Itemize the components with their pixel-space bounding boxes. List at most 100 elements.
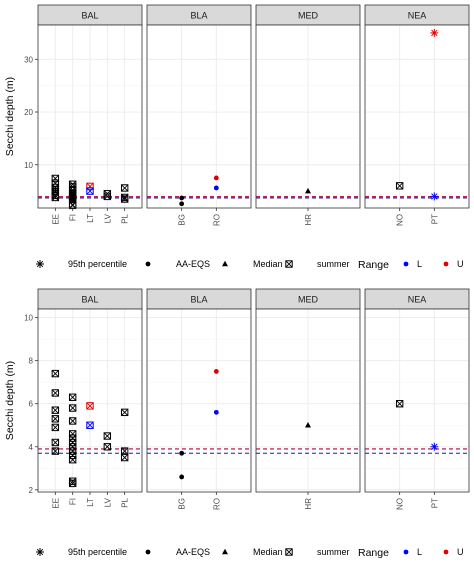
marker-dot: [213, 369, 219, 374]
data-point: [179, 195, 185, 201]
marker-box: [68, 404, 77, 412]
chart-1: Secchi depth (m) 10 20 30 BAL EE FI LT LV PL BLA BG…: [4, 4, 470, 271]
data-point: [51, 193, 60, 202]
x-tick-label: RO: [212, 498, 221, 510]
data-point: [305, 422, 311, 428]
y-tick-label: 30: [24, 55, 33, 64]
x-tick-label: LT: [86, 214, 95, 223]
data-point: [120, 408, 129, 417]
data-point: [68, 456, 77, 464]
panel-strip-label: BAL: [81, 295, 98, 305]
data-point: [395, 182, 404, 190]
marker-cross-b: [69, 477, 77, 485]
legend: 95th percentile AA-EQS Median summer Range L U: [36, 547, 464, 559]
marker-box: [103, 443, 112, 451]
marker-dot: [443, 549, 449, 555]
data-point: [51, 369, 60, 378]
legend-range-key-U: [443, 549, 449, 555]
marker-dot: [213, 175, 219, 181]
y-tick-label: 8: [29, 357, 34, 366]
data-point: [51, 415, 60, 423]
x-tick-label: EE: [51, 498, 60, 509]
marker-dot: [213, 409, 219, 415]
marker-box: [86, 182, 94, 191]
marker-box: [51, 174, 60, 183]
marker-cross-b: [69, 417, 77, 425]
data-point: [213, 409, 219, 415]
panel-background: [365, 25, 469, 208]
marker-cross-b: [121, 447, 129, 455]
legend-range-key-L: [403, 261, 409, 267]
marker-box: [68, 438, 77, 447]
panel-border: [146, 24, 252, 209]
marker-box: [86, 421, 94, 429]
marker-box: [51, 423, 60, 432]
legend-range-label-L: L: [417, 259, 422, 269]
marker-dot: [145, 549, 151, 555]
data-point: [103, 443, 112, 451]
marker-cross-b: [51, 438, 59, 447]
marker-dot: [403, 549, 409, 555]
marker-box: [120, 184, 129, 192]
marker-cross-b: [51, 389, 59, 397]
data-point: [68, 417, 77, 425]
y-axis-title: Secchi depth (m): [4, 77, 16, 156]
marker-box: [68, 434, 77, 442]
data-point: [86, 421, 94, 429]
x-tick-label: BG: [178, 498, 187, 510]
legend-range-label-U: U: [457, 259, 464, 269]
marker-cross-b: [51, 415, 59, 423]
legend-range-title: Range: [358, 259, 389, 271]
marker-box: [68, 430, 77, 438]
legend-label-p95: 95th percentile: [68, 259, 127, 269]
panel-border: [255, 24, 361, 209]
marker-cross-b: [121, 195, 129, 203]
marker-dot: [443, 261, 449, 267]
marker-cross-b: [121, 454, 129, 462]
data-point: [51, 447, 60, 455]
panel-border: [364, 308, 470, 493]
data-point: [213, 185, 219, 191]
legend-range-label-L: L: [417, 547, 422, 557]
panel-med: MED HR: [255, 288, 361, 510]
data-point: [51, 438, 60, 447]
marker-box: [51, 406, 60, 414]
x-tick-label: NO: [396, 498, 405, 510]
x-tick-label: PL: [121, 213, 130, 223]
x-tick-label: RO: [212, 214, 221, 226]
chart-2: Secchi depth (m) 2 4 6 8 10 BAL EE FI LT LV PL BLA BG…: [4, 288, 470, 559]
marker-triangle: [222, 548, 228, 555]
y-tick-label: 10: [24, 161, 33, 170]
legend-key-median: [222, 260, 228, 267]
marker-box: [68, 393, 77, 401]
marker-box: [68, 417, 77, 425]
marker-box: [120, 408, 129, 417]
data-point: [103, 432, 112, 440]
marker-cross-b: [86, 421, 94, 429]
marker-cross-b: [51, 447, 59, 455]
legend-label-median: Median: [253, 547, 283, 557]
data-point: [86, 187, 94, 195]
data-point: [430, 442, 439, 451]
marker-cross-b: [103, 443, 111, 451]
panel-bla: BLA BG RO: [146, 4, 252, 226]
marker-box: [51, 193, 60, 202]
marker-dot: [179, 450, 185, 456]
panel-bla: BLA BG RO: [146, 288, 252, 510]
panel-background: [147, 25, 251, 208]
y-tick-label: 6: [29, 400, 34, 409]
marker-triangle: [222, 260, 228, 267]
marker-dot: [179, 201, 185, 207]
marker-cross-b: [103, 190, 111, 198]
marker-cross-b: [285, 260, 293, 268]
marker-box: [51, 438, 60, 447]
legend-key-summer: [285, 548, 293, 556]
legend-key-p95: [36, 260, 44, 268]
marker-cross-b: [51, 406, 59, 414]
x-tick-label: FI: [69, 214, 78, 221]
marker-dot: [213, 185, 219, 191]
data-point: [179, 201, 185, 207]
marker-box: [120, 195, 129, 203]
data-point: [120, 184, 129, 192]
marker-cross-b: [121, 193, 129, 201]
